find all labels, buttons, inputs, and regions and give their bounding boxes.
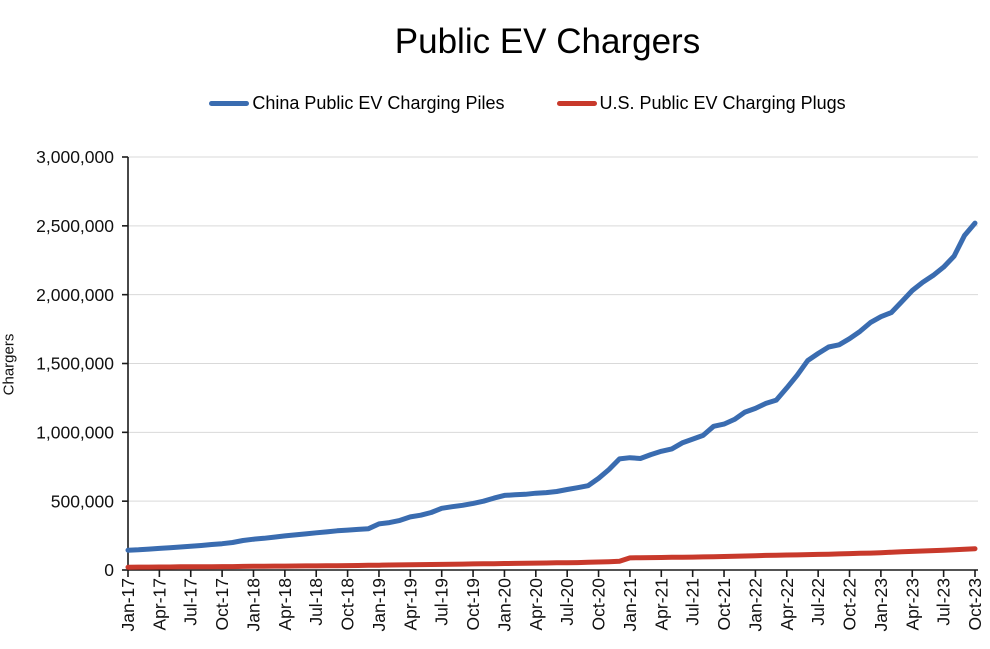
x-tick-label: Apr-23 [902, 578, 922, 631]
y-tick-label: 2,000,000 [36, 285, 114, 305]
x-tick-label: Jul-20 [557, 578, 577, 626]
x-tick-label: Jul-23 [934, 578, 954, 626]
y-tick-label: 1,000,000 [36, 422, 114, 442]
x-tick-label: Oct-18 [338, 578, 358, 631]
china-series-line [125, 220, 978, 553]
y-gridlines [128, 156, 978, 502]
x-tick-label: Jul-18 [306, 578, 326, 626]
x-tick-label: Jul-17 [181, 578, 201, 626]
x-tick-label: Oct-23 [965, 578, 985, 631]
y-tick-label: 0 [104, 560, 114, 580]
y-axis-title: Chargers [0, 333, 18, 396]
y-tick-label: 2,500,000 [36, 216, 114, 236]
legend-label-us: U.S. Public EV Charging Plugs [599, 93, 846, 113]
x-tick-label: Jul-21 [683, 578, 703, 626]
legend-item-us: U.S. Public EV Charging Plugs [556, 93, 846, 114]
us-line-swatch-icon [556, 101, 597, 106]
x-tick-label: Jul-22 [808, 578, 828, 626]
x-tick-label: Jan-20 [494, 578, 514, 632]
y-axis [122, 156, 129, 571]
y-tick-label: 3,000,000 [36, 147, 114, 167]
x-tick-label: Jan-22 [745, 578, 765, 632]
x-axis [127, 569, 978, 577]
china-line-swatch-icon [209, 101, 250, 106]
y-tick-label: 1,500,000 [36, 354, 114, 374]
x-tick-label: Oct-17 [212, 578, 232, 631]
x-tick-label: Apr-17 [149, 578, 169, 631]
x-tick-label: Jan-23 [871, 578, 891, 632]
chart-title: Public EV Chargers [394, 22, 701, 61]
legend-item-china: China Public EV Charging Piles [209, 93, 505, 114]
us-series-line [125, 546, 978, 570]
x-tick-label: Jul-19 [432, 578, 452, 626]
x-tick-label: Oct-19 [463, 578, 483, 631]
legend: China Public EV Charging Piles U.S. Publ… [65, 93, 990, 114]
x-tick-label: Apr-20 [526, 578, 546, 631]
x-tick-label: Apr-21 [651, 578, 671, 631]
x-tick-label: Jan-18 [243, 578, 263, 632]
x-tick-label: Jan-17 [118, 578, 138, 632]
x-tick-label: Jan-21 [620, 578, 640, 632]
x-tick-label: Oct-21 [714, 578, 734, 631]
x-tick-labels: Jan-17 Apr-17 Jul-17 Oct-17 Jan-18 Apr-18 Jul-… [118, 578, 985, 632]
x-tick-label: Apr-22 [777, 578, 797, 631]
x-tick-label: Apr-18 [275, 578, 295, 631]
y-tick-label: 500,000 [51, 491, 115, 511]
x-tick-label: Jan-19 [369, 578, 389, 632]
y-tick-labels: 0 500,000 1,000,000 1,500,000 2,000,000 2,500… [36, 147, 114, 580]
legend-label-china: China Public EV Charging Piles [252, 93, 505, 113]
x-tick-label: Oct-22 [840, 578, 860, 631]
x-tick-label: Oct-20 [589, 578, 609, 631]
x-tick-label: Apr-19 [400, 578, 420, 631]
